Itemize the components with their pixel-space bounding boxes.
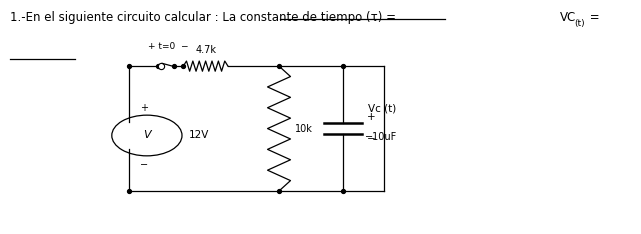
Text: 10k: 10k: [295, 124, 313, 134]
Text: +: +: [367, 112, 376, 122]
Text: 1.-En el siguiente circuito calcular : La constante de tiempo (τ) =: 1.-En el siguiente circuito calcular : L…: [10, 11, 395, 24]
Text: (t): (t): [574, 19, 585, 28]
Text: Vc (t): Vc (t): [369, 103, 397, 113]
Text: =: =: [586, 11, 599, 24]
Text: VC: VC: [560, 11, 576, 24]
Text: 4.7k: 4.7k: [195, 44, 216, 55]
Text: −: −: [367, 134, 376, 144]
Text: +: +: [140, 103, 147, 113]
Text: V: V: [143, 131, 151, 140]
Text: + t=0  −: + t=0 −: [148, 42, 188, 51]
Text: 12V: 12V: [188, 131, 209, 140]
Text: −10uF: −10uF: [365, 132, 397, 143]
Text: −: −: [140, 161, 148, 171]
